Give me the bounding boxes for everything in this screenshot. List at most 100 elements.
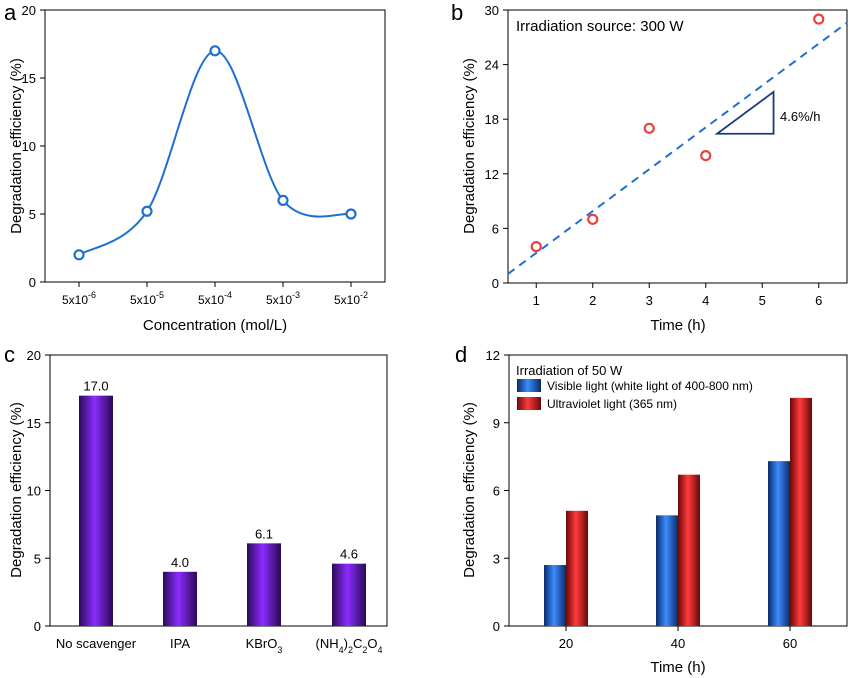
bar [544,565,566,626]
tick-exponent: -6 [88,290,96,300]
tick-base: 5x10 [62,293,88,307]
x-tick-label: 2 [589,293,596,308]
x-tick-label: 40 [671,636,685,651]
label-part: 4 [378,645,383,655]
y-tick-label: 3 [493,551,500,566]
label-part: KBrO [246,636,278,651]
label-part: 4 [339,645,344,655]
data-point [587,213,599,225]
data-point [141,205,153,217]
legend-label: Ultraviolet light (365 nm) [547,397,677,411]
y-tick-label: 18 [485,112,499,127]
label-part: (NH [315,636,338,651]
y-tick-label: 6 [493,484,500,499]
data-label: 17.0 [83,379,108,394]
data-label: 4.6 [340,547,358,562]
legend-swatch [517,397,541,410]
bar [163,571,197,626]
data-label: 4.0 [171,555,189,570]
legend-title: Irradiation of 50 W [516,363,623,378]
label-part: No scavenger [56,636,137,651]
x-tick-label: KBrO3 [246,636,283,655]
y-tick-label: 20 [27,348,41,363]
x-axis-label: Time (h) [650,317,705,334]
tick-exponent: -5 [156,290,164,300]
label-part: ) [344,636,348,651]
data-point [700,150,712,162]
label-part: 2 [362,645,367,655]
slope-label: 4.6%/h [780,109,820,124]
panel-letter-a: a [4,0,17,25]
y-tick-label: 10 [27,484,41,499]
plot-frame [507,9,848,284]
y-tick-label: 20 [22,3,36,18]
bar [768,461,790,626]
bar [678,474,700,626]
tick-base: 5x10 [130,293,156,307]
x-tick-label: 5x10-4 [198,290,232,307]
panel-letter-c: c [4,342,15,367]
x-tick-label: No scavenger [56,636,137,651]
data-point [530,241,542,253]
data-point [209,45,221,57]
tick-base: 5x10 [198,293,224,307]
legend-swatch [517,379,541,392]
chart-annotation: Irradiation source: 300 W [516,18,684,35]
x-tick-label: 5x10-3 [266,290,300,307]
tick-base: 5x10 [266,293,292,307]
x-tick-label: (NH4)2C2O4 [315,636,382,655]
x-axis-label: Time (h) [650,659,705,676]
y-tick-label: 12 [485,167,499,182]
y-tick-label: 30 [485,3,499,18]
data-point [345,208,357,220]
y-tick-label: 6 [492,221,499,236]
series-line [78,49,352,256]
fit-line [507,21,848,275]
x-tick-label: 60 [783,636,797,651]
y-tick-label: 0 [493,619,500,634]
y-tick-label: 10 [22,139,36,154]
label-part: IPA [170,636,190,651]
bar [790,397,812,626]
data-point [73,249,85,261]
bar [247,543,281,626]
data-point [643,122,655,134]
y-tick-label: 0 [29,275,36,290]
slope-triangle [714,90,775,135]
y-tick-label: 24 [485,58,499,73]
label-part: 3 [277,645,282,655]
bar [566,510,588,626]
y-tick-label: 15 [27,416,41,431]
bar [79,395,113,626]
x-tick-label: 5x10-5 [130,290,164,307]
data-point [277,194,289,206]
tick-exponent: -2 [360,290,368,300]
label-part: O [367,636,377,651]
y-axis-label: Degradation efficiency (%) [461,402,478,578]
x-tick-label: 20 [559,636,573,651]
panel-letter-b: b [451,0,463,25]
x-tick-label: 5x10-6 [62,290,96,307]
tick-base: 5x10 [334,293,360,307]
y-tick-label: 0 [34,619,41,634]
y-tick-label: 5 [34,551,41,566]
y-axis-label: Degradation efficiency (%) [8,58,25,234]
label-part: C [353,636,362,651]
y-tick-label: 15 [22,71,36,86]
bar [656,515,678,626]
label-part: 2 [348,645,353,655]
y-axis-label: Degradation efficiency (%) [461,58,478,234]
y-tick-label: 12 [486,348,500,363]
y-axis-label: Degradation efficiency (%) [8,402,25,578]
chart-panel-d: 0 3 6 9 12 20 40 60 Irradiation of 50 W Visible… [461,348,848,676]
bar [332,563,366,626]
data-label: 6.1 [255,526,273,541]
x-tick-label: 6 [815,293,822,308]
y-tick-label: 0 [492,276,499,291]
x-tick-label: 5x10-2 [334,290,368,307]
legend-label: Visible light (white light of 400-800 nm… [547,379,753,393]
